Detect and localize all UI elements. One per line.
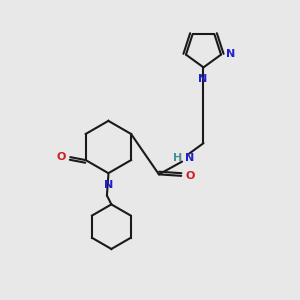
Text: N: N bbox=[198, 74, 208, 84]
Text: N: N bbox=[185, 153, 194, 163]
Text: O: O bbox=[185, 171, 195, 181]
Text: N: N bbox=[226, 49, 236, 59]
Text: N: N bbox=[104, 180, 113, 190]
Text: H: H bbox=[173, 153, 183, 163]
Text: O: O bbox=[57, 152, 66, 161]
